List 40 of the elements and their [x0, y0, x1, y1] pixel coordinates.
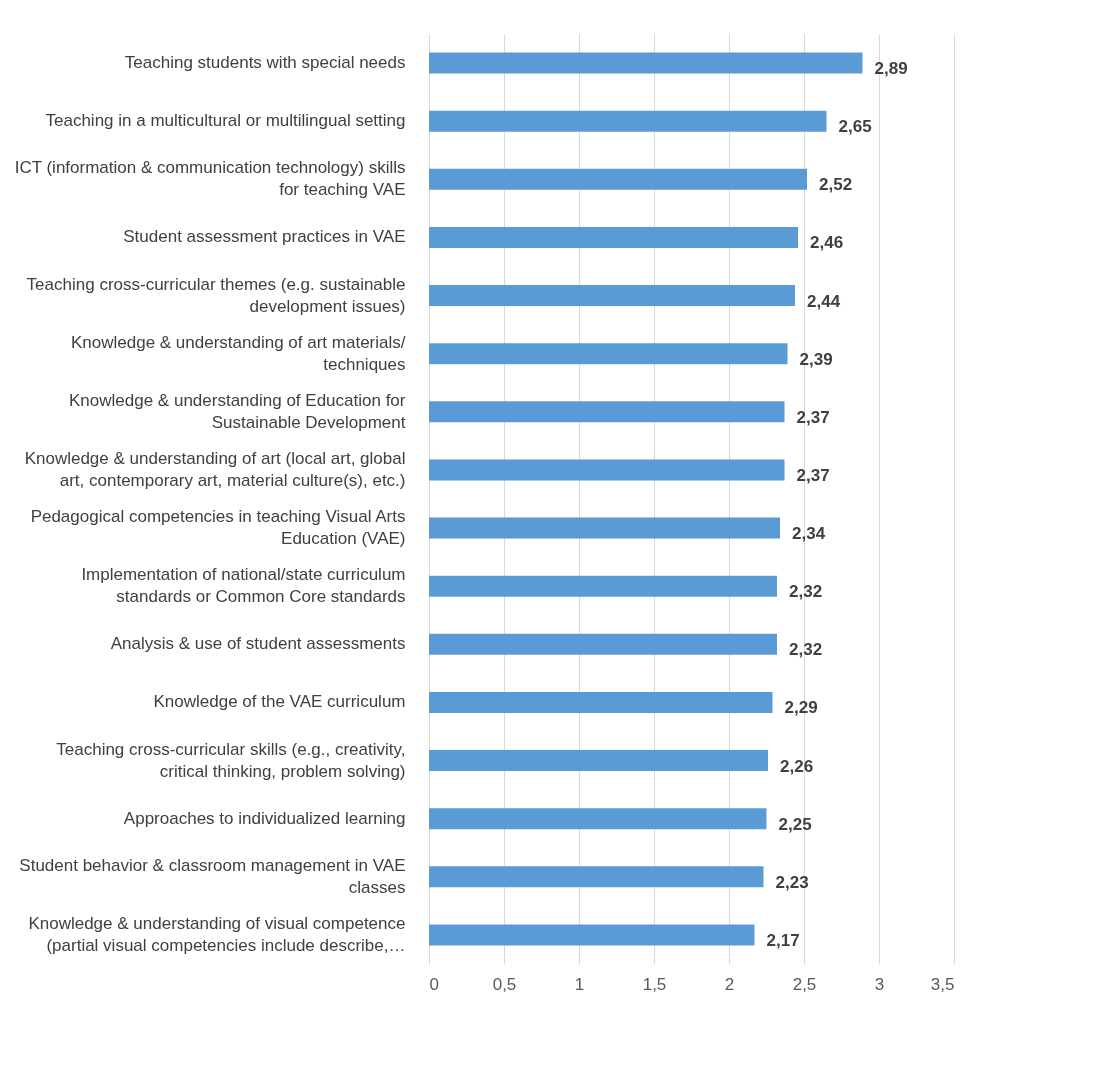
x-tick-label: 3: [874, 974, 885, 994]
y-tick-label: ICT (information & communication technology) skills for teaching VAE: [14, 158, 406, 200]
y-tick-label: Teaching in a multicultural or multilingual setting: [45, 111, 406, 131]
y-tick-label: Pedagogical competencies in teaching Visual Arts Education (VAE): [30, 507, 406, 549]
data-label: 2,23: [775, 872, 809, 892]
y-tick-label: Knowledge & understanding of art materials/ techniques: [70, 332, 406, 374]
data-label: 2,65: [838, 117, 872, 137]
x-tick-label: 0,5: [492, 974, 517, 994]
x-tick-label: 2,5: [792, 974, 817, 994]
data-label: 2,39: [799, 349, 833, 369]
x-tick-label: 3,5: [930, 974, 955, 994]
y-tick-label: Teaching students with special needs: [124, 53, 406, 73]
data-label: 2,37: [796, 465, 830, 485]
y-tick-label: Implementation of national/state curriculum standards or Common Core standards: [81, 565, 406, 607]
data-label: 2,17: [766, 930, 800, 950]
y-tick-label: Teaching cross-curricular themes (e.g. sustainable development issues): [26, 274, 406, 316]
y-tick-label: Knowledge of the VAE curriculum: [153, 692, 406, 712]
data-label: 2,29: [784, 698, 818, 718]
y-tick-label: Analysis & use of student assessments: [110, 634, 406, 654]
x-tick-label: 2: [724, 974, 735, 994]
y-tick-label: Student assessment practices in VAE: [123, 227, 406, 247]
data-label: 2,25: [778, 814, 812, 834]
data-label: 2,44: [807, 291, 841, 311]
y-tick-label: Student behavior & classroom management in VAE classes: [19, 855, 406, 897]
y-tick-label: Knowledge & understanding of art (local art, global art, contemporary art, material culture(s), etc.): [24, 448, 406, 490]
data-label: 2,34: [792, 524, 826, 544]
data-label: 2,37: [796, 407, 830, 427]
x-tick-label: 1: [574, 974, 585, 994]
data-label: 2,89: [874, 59, 908, 79]
data-label: 2,46: [810, 233, 844, 253]
x-tick-label: 0: [429, 974, 439, 994]
y-tick-label: Teaching cross-curricular skills (e.g., creativity, critical thinking, problem solving): [56, 739, 406, 781]
x-tick-label: 1,5: [642, 974, 667, 994]
data-label: 2,32: [789, 640, 823, 660]
data-label: 2,32: [789, 582, 823, 602]
y-tick-label: Knowledge & understanding of Education for Sustainable Development: [69, 390, 406, 432]
data-label: 2,26: [780, 756, 814, 776]
data-label: 2,52: [819, 175, 853, 195]
y-tick-label: Knowledge & understanding of visual competence (partial visual competencies include describe,…: [28, 913, 406, 955]
y-tick-label: Approaches to individualized learning: [123, 808, 406, 828]
